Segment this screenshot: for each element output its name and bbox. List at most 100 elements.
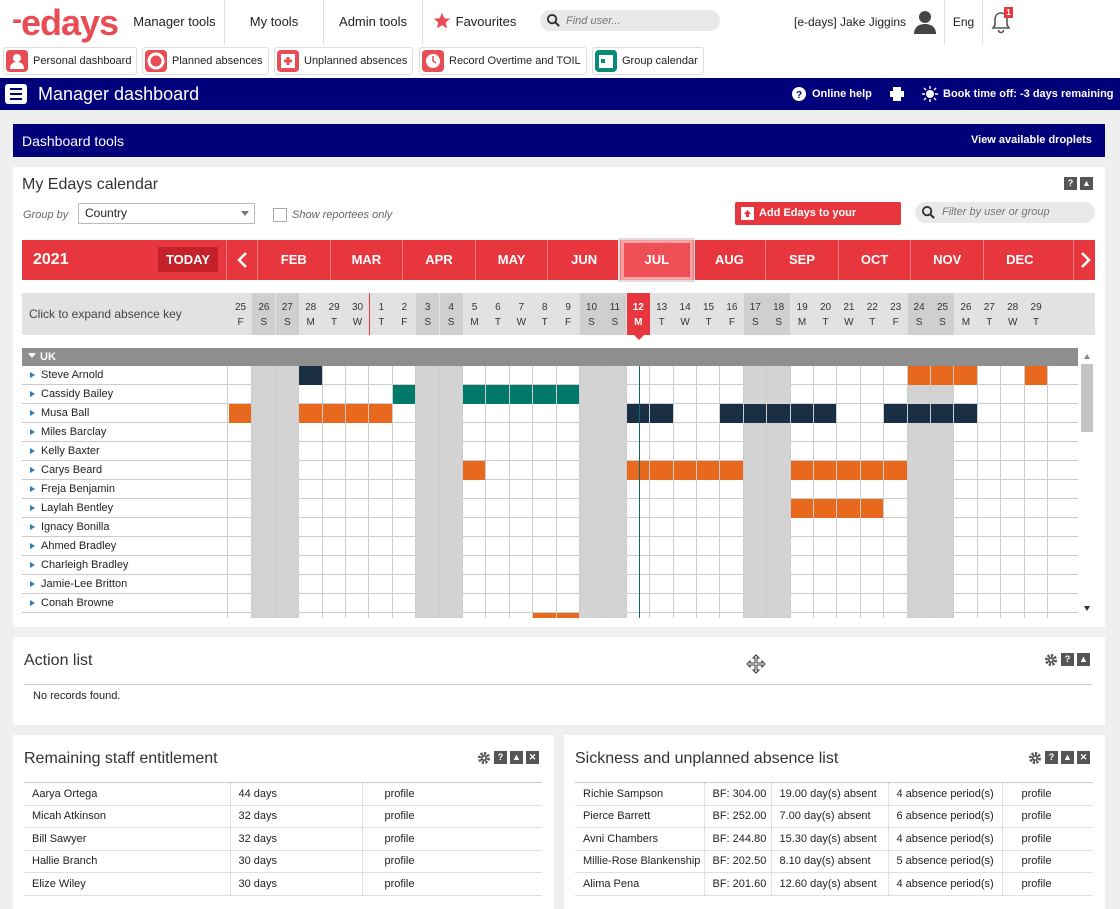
day-cell[interactable]	[814, 385, 838, 404]
day-cell[interactable]	[837, 404, 861, 423]
month-oct[interactable]: OCT	[837, 240, 911, 280]
day-cell[interactable]	[697, 423, 721, 442]
day-cell[interactable]	[323, 613, 346, 618]
day-cell[interactable]	[229, 404, 253, 423]
day-cell[interactable]	[1001, 575, 1025, 594]
day-cell[interactable]	[720, 385, 744, 404]
day-cell[interactable]	[674, 518, 697, 537]
day-cell[interactable]	[603, 556, 627, 575]
month-aug[interactable]: AUG	[692, 240, 766, 280]
day-cell[interactable]	[509, 385, 534, 404]
month-dec[interactable]: DEC	[983, 240, 1056, 280]
profile-link[interactable]: profile	[361, 805, 542, 828]
day-cell[interactable]	[743, 461, 768, 480]
day-cell[interactable]	[627, 480, 651, 499]
day-cell[interactable]	[323, 385, 346, 404]
day-cell[interactable]	[439, 556, 463, 575]
day-cell[interactable]	[907, 366, 931, 385]
day-cell[interactable]	[439, 575, 463, 594]
day-cell[interactable]	[1025, 518, 1048, 537]
day-cell[interactable]	[814, 366, 838, 385]
day-cell[interactable]	[346, 366, 370, 385]
day-cell[interactable]	[1001, 442, 1025, 461]
day-cell[interactable]	[275, 366, 300, 385]
day-cell[interactable]	[556, 385, 580, 404]
day-cell[interactable]	[814, 518, 838, 537]
day-cell[interactable]	[627, 518, 651, 537]
day-cell[interactable]	[486, 537, 510, 556]
day-cell[interactable]	[720, 575, 744, 594]
gear-icon[interactable]	[1028, 751, 1042, 765]
day-cell[interactable]	[978, 594, 1002, 613]
person-name[interactable]: Freja Benjamin	[22, 480, 228, 499]
day-cell[interactable]	[346, 404, 370, 423]
day-cell[interactable]	[861, 575, 885, 594]
day-cell[interactable]	[557, 575, 580, 594]
day-cell[interactable]	[299, 442, 323, 461]
day-cell[interactable]	[978, 537, 1002, 556]
view-droplets-link[interactable]: View available droplets	[971, 134, 1092, 146]
day-cell[interactable]	[1025, 575, 1048, 594]
day-cell[interactable]	[229, 613, 253, 618]
day-cell[interactable]	[252, 385, 276, 404]
day-cell[interactable]	[439, 518, 463, 537]
day-cell[interactable]	[837, 366, 861, 385]
day-cell[interactable]	[931, 442, 955, 461]
day-cell[interactable]	[931, 556, 955, 575]
day-column[interactable]: 11 S	[603, 293, 627, 335]
day-cell[interactable]	[557, 537, 580, 556]
day-cell[interactable]	[954, 385, 978, 404]
day-cell[interactable]	[1001, 594, 1025, 613]
day-cell[interactable]	[416, 442, 440, 461]
gear-icon[interactable]	[1044, 653, 1058, 667]
day-cell[interactable]	[252, 518, 276, 537]
day-cell[interactable]	[557, 423, 580, 442]
day-cell[interactable]	[1001, 423, 1025, 442]
day-cell[interactable]	[416, 480, 440, 499]
person-name[interactable]: Kelly Baxter	[22, 442, 228, 461]
day-cell[interactable]	[743, 575, 768, 594]
day-cell[interactable]	[720, 423, 744, 442]
day-cell[interactable]	[275, 613, 300, 618]
day-cell[interactable]	[627, 556, 651, 575]
day-cell[interactable]	[650, 537, 674, 556]
day-cell[interactable]	[299, 461, 323, 480]
day-cell[interactable]	[861, 385, 885, 404]
day-cell[interactable]	[299, 385, 323, 404]
day-cell[interactable]	[650, 423, 674, 442]
day-cell[interactable]	[697, 480, 721, 499]
planned-absences-shortcut[interactable]: Planned absences	[142, 47, 269, 75]
day-cell[interactable]	[767, 556, 791, 575]
day-cell[interactable]	[533, 385, 557, 404]
day-column[interactable]: 29 T	[323, 293, 346, 335]
day-cell[interactable]	[743, 518, 768, 537]
day-cell[interactable]	[907, 385, 931, 404]
day-cell[interactable]	[323, 537, 346, 556]
day-cell[interactable]	[533, 404, 557, 423]
day-cell[interactable]	[884, 594, 908, 613]
day-cell[interactable]	[463, 385, 487, 404]
day-cell[interactable]	[299, 518, 323, 537]
day-cell[interactable]	[884, 366, 908, 385]
day-cell[interactable]	[954, 594, 978, 613]
day-cell[interactable]	[346, 423, 370, 442]
day-cell[interactable]	[1001, 518, 1025, 537]
day-cell[interactable]	[392, 385, 417, 404]
day-cell[interactable]	[369, 518, 393, 537]
day-cell[interactable]	[416, 366, 440, 385]
day-cell[interactable]	[346, 556, 370, 575]
day-cell[interactable]	[743, 442, 768, 461]
day-cell[interactable]	[837, 594, 861, 613]
day-cell[interactable]	[674, 575, 697, 594]
day-cell[interactable]	[627, 594, 651, 613]
day-cell[interactable]	[720, 366, 744, 385]
day-cell[interactable]	[603, 518, 627, 537]
day-cell[interactable]	[393, 556, 417, 575]
day-cell[interactable]	[697, 518, 721, 537]
day-cell[interactable]	[931, 423, 955, 442]
